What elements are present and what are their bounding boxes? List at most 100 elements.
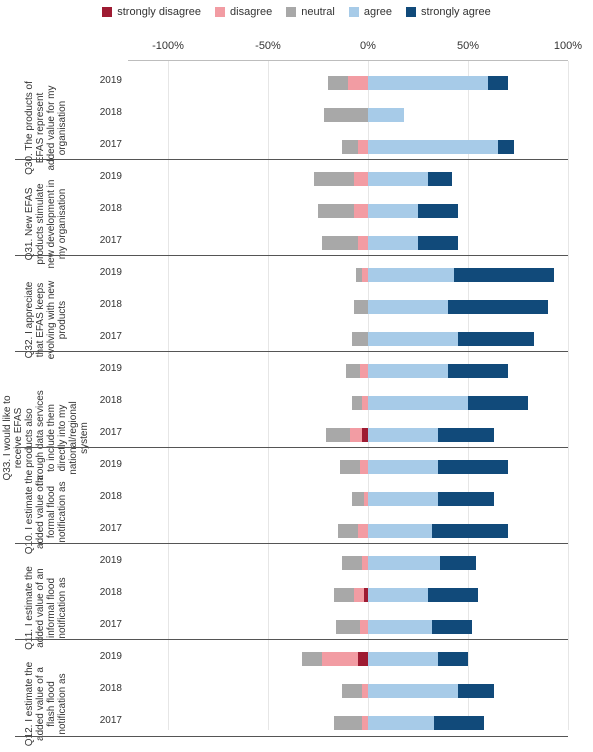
bar-seg-a [368, 172, 428, 186]
bar-seg-a [368, 140, 498, 154]
legend-item: agree [349, 6, 392, 18]
bar-seg-sa [418, 236, 458, 250]
legend-item: strongly agree [406, 6, 491, 18]
bar-seg-n [354, 300, 368, 314]
bar-row [128, 652, 568, 666]
bar-seg-n [334, 716, 362, 730]
bar-seg-n [324, 108, 368, 122]
axis-tick-label: 50% [457, 40, 479, 52]
group-separator [15, 255, 568, 256]
legend-label: strongly disagree [117, 6, 201, 18]
bar-row [128, 204, 568, 218]
bar-seg-sa [488, 76, 508, 90]
bar-seg-sa [418, 204, 458, 218]
bar-seg-n [314, 172, 354, 186]
legend-swatch [286, 7, 296, 17]
legend-item: disagree [215, 6, 272, 18]
year-label: 2019 [92, 75, 122, 86]
bar-seg-sa [458, 684, 494, 698]
bar-seg-a [368, 684, 458, 698]
bar-seg-n [334, 588, 354, 602]
bar-seg-n [340, 460, 360, 474]
bar-seg-d [354, 172, 368, 186]
year-label: 2018 [92, 395, 122, 406]
year-label: 2017 [92, 235, 122, 246]
legend-swatch [215, 7, 225, 17]
year-label: 2017 [92, 139, 122, 150]
axis-tick-label: 100% [554, 40, 582, 52]
bar-row [128, 460, 568, 474]
group-separator [15, 159, 568, 160]
bar-seg-n [342, 684, 362, 698]
bar-row [128, 620, 568, 634]
legend-label: strongly agree [421, 6, 491, 18]
year-label: 2017 [92, 523, 122, 534]
year-label: 2017 [92, 715, 122, 726]
bar-seg-n [338, 524, 358, 538]
axis-tick-label: -100% [152, 40, 184, 52]
bar-seg-n [342, 140, 358, 154]
bar-seg-sa [448, 364, 508, 378]
plot-area [128, 60, 568, 730]
group-label: Q11. I estimate the added value of an in… [24, 560, 68, 656]
legend-label: agree [364, 6, 392, 18]
group-separator [15, 639, 568, 640]
group-separator [15, 736, 568, 737]
group-label: Q10. I estimate the added value of a for… [24, 464, 68, 560]
bar-row [128, 684, 568, 698]
bar-seg-n [352, 332, 368, 346]
bar-seg-d [360, 620, 368, 634]
bar-seg-a [368, 460, 438, 474]
legend-item: neutral [286, 6, 335, 18]
bar-seg-d [360, 460, 368, 474]
bar-seg-n [302, 652, 322, 666]
bar-row [128, 76, 568, 90]
bar-seg-sd [358, 652, 368, 666]
axis-tick-label: 0% [360, 40, 376, 52]
bar-row [128, 492, 568, 506]
bar-seg-a [368, 108, 404, 122]
bar-seg-sa [434, 716, 484, 730]
bar-seg-sa [448, 300, 548, 314]
bar-seg-a [368, 524, 432, 538]
bar-row [128, 428, 568, 442]
bar-seg-n [352, 396, 362, 410]
bar-seg-a [368, 652, 438, 666]
bar-seg-a [368, 428, 438, 442]
bar-row [128, 716, 568, 730]
bar-seg-d [354, 204, 368, 218]
bar-row [128, 524, 568, 538]
bar-seg-n [318, 204, 354, 218]
group-separator [15, 543, 568, 544]
bar-seg-sa [432, 620, 472, 634]
bar-seg-sa [438, 460, 508, 474]
year-label: 2018 [92, 683, 122, 694]
bar-seg-n [342, 556, 362, 570]
bar-seg-d [358, 524, 368, 538]
bar-seg-d [350, 428, 362, 442]
bar-seg-n [326, 428, 350, 442]
year-label: 2018 [92, 107, 122, 118]
bar-seg-n [322, 236, 358, 250]
year-label: 2019 [92, 171, 122, 182]
bar-seg-n [336, 620, 360, 634]
year-label: 2019 [92, 267, 122, 278]
bar-row [128, 588, 568, 602]
bar-row [128, 332, 568, 346]
legend-swatch [406, 7, 416, 17]
bar-row [128, 140, 568, 154]
bar-seg-sa [458, 332, 534, 346]
bar-seg-sa [428, 588, 478, 602]
bar-seg-a [368, 268, 454, 282]
bar-seg-sa [428, 172, 452, 186]
bar-seg-sa [438, 492, 494, 506]
bar-seg-sa [438, 428, 494, 442]
bar-seg-n [328, 76, 348, 90]
bar-row [128, 396, 568, 410]
bar-seg-sa [498, 140, 514, 154]
bar-seg-a [368, 364, 448, 378]
bar-seg-a [368, 716, 434, 730]
legend: strongly disagree disagree neutral agree str… [0, 6, 593, 18]
bar-seg-a [368, 556, 440, 570]
bar-seg-sa [432, 524, 508, 538]
